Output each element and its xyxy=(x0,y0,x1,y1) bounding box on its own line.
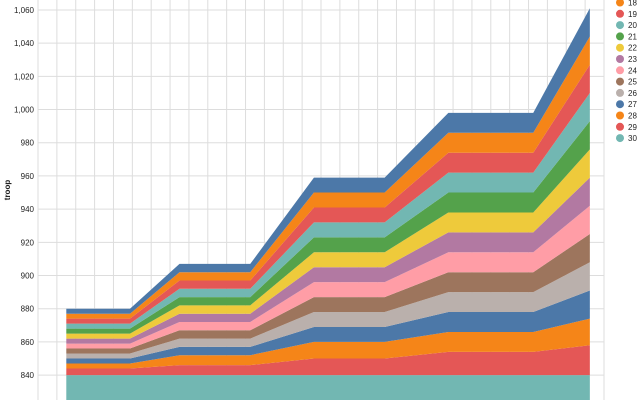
y-tick-label: 1,040 xyxy=(14,39,35,48)
y-tick-label: 860 xyxy=(21,338,35,347)
legend-swatch xyxy=(616,43,624,52)
legend-label: 29 xyxy=(628,123,637,132)
y-tick-label: 1,000 xyxy=(14,106,35,115)
legend-swatch xyxy=(616,100,624,109)
legend-item-19[interactable]: 19 xyxy=(616,10,637,19)
legend[interactable]: 18 19 20 21 22 23 24 25 26 27 28 29 30 xyxy=(616,0,637,143)
y-tick-label: 980 xyxy=(21,139,35,148)
legend-swatch xyxy=(616,9,624,18)
y-tick-label: 880 xyxy=(21,305,35,314)
legend-swatch xyxy=(616,66,624,75)
legend-swatch xyxy=(616,21,624,30)
y-tick-label: 1,060 xyxy=(14,6,35,15)
y-axis-ticks: 840 860 880 900 920 940 960 980 1,000 1,020 1,040 1… xyxy=(14,6,35,380)
legend-label: 25 xyxy=(628,78,637,87)
y-tick-label: 940 xyxy=(21,205,35,214)
legend-label: 18 xyxy=(628,0,637,8)
legend-label: 23 xyxy=(628,55,637,64)
legend-item-30[interactable]: 30 xyxy=(616,134,637,143)
area-series-16[interactable] xyxy=(66,290,590,364)
y-tick-label: 900 xyxy=(21,272,35,281)
legend-label: 24 xyxy=(628,66,637,75)
legend-item-27[interactable]: 27 xyxy=(616,100,637,109)
legend-label: 21 xyxy=(628,32,637,41)
legend-swatch xyxy=(616,134,624,143)
legend-item-28[interactable]: 28 xyxy=(616,111,637,121)
legend-item-20[interactable]: 20 xyxy=(616,21,637,30)
y-tick-label: 920 xyxy=(21,238,35,247)
area-series-14[interactable] xyxy=(66,345,590,376)
area-series-17[interactable] xyxy=(66,262,590,359)
legend-swatch xyxy=(616,77,624,86)
y-axis-title: troop xyxy=(3,180,12,201)
legend-swatch xyxy=(616,88,624,97)
y-tick-label: 1,020 xyxy=(14,72,35,81)
legend-item-29[interactable]: 29 xyxy=(616,122,637,132)
legend-item-25[interactable]: 25 xyxy=(616,77,637,87)
legend-item-21[interactable]: 21 xyxy=(616,32,637,41)
legend-swatch xyxy=(616,55,624,63)
legend-label: 28 xyxy=(628,112,637,121)
legend-swatch xyxy=(616,122,624,131)
legend-item-18[interactable]: 18 xyxy=(616,0,637,8)
legend-label: 19 xyxy=(628,10,637,19)
legend-item-24[interactable]: 24 xyxy=(616,66,637,75)
area-series-13[interactable] xyxy=(66,375,590,400)
area-series-15[interactable] xyxy=(66,318,590,369)
legend-item-23[interactable]: 23 xyxy=(616,55,637,64)
legend-swatch xyxy=(616,32,624,41)
area-series-group xyxy=(66,8,590,400)
legend-item-26[interactable]: 26 xyxy=(616,88,637,98)
legend-swatch xyxy=(616,111,624,120)
legend-swatch xyxy=(616,0,624,7)
legend-label: 26 xyxy=(628,89,637,98)
legend-label: 22 xyxy=(628,44,637,53)
y-tick-label: 960 xyxy=(21,172,35,181)
legend-label: 20 xyxy=(628,21,637,30)
legend-label: 30 xyxy=(628,134,637,143)
legend-item-22[interactable]: 22 xyxy=(616,43,637,53)
y-tick-label: 840 xyxy=(21,371,35,380)
legend-label: 27 xyxy=(628,100,637,109)
